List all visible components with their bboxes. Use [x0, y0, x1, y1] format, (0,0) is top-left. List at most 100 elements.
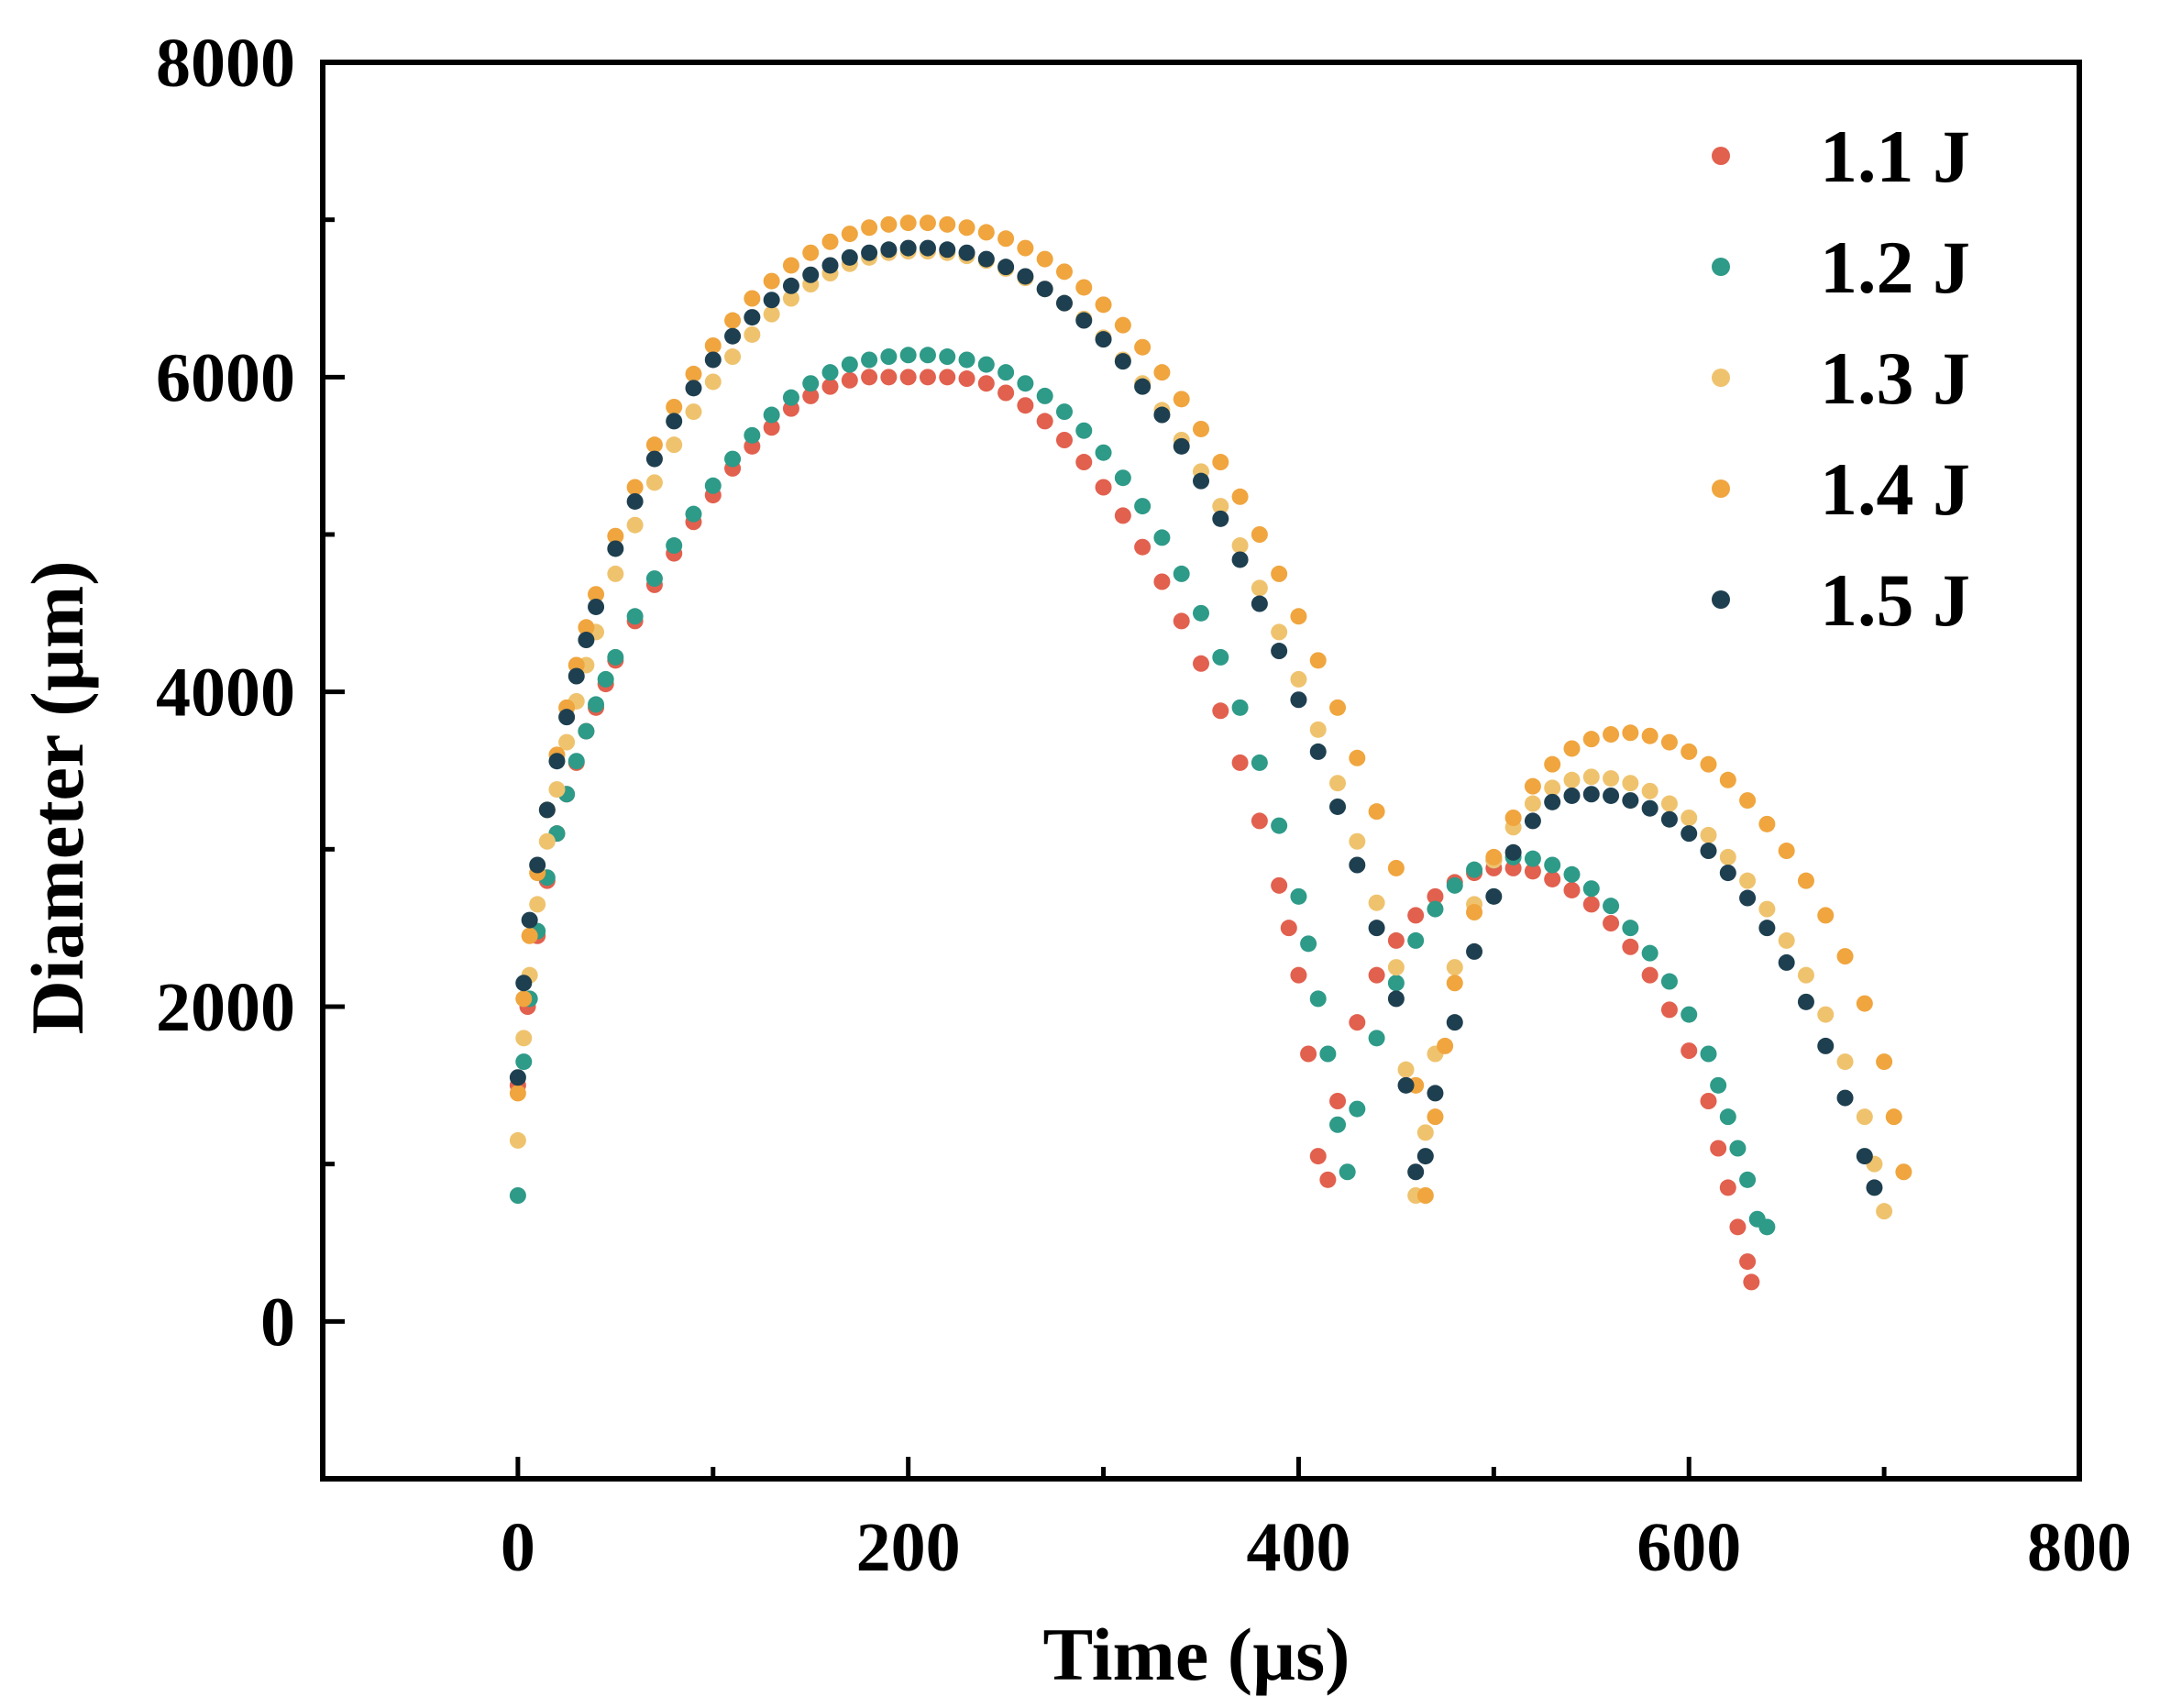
data-point — [1329, 798, 1347, 815]
data-point — [1231, 537, 1249, 555]
data-point — [841, 248, 858, 266]
data-point — [1114, 316, 1131, 334]
data-point — [515, 1053, 533, 1071]
data-point — [1524, 812, 1541, 830]
data-point — [939, 369, 956, 386]
data-point — [1641, 782, 1659, 799]
data-point — [841, 371, 858, 389]
data-point — [509, 1187, 526, 1204]
data-point — [1329, 775, 1347, 792]
data-point — [1758, 1218, 1776, 1236]
data-point — [1446, 876, 1463, 894]
data-point — [782, 277, 799, 294]
data-point — [1700, 1093, 1717, 1109]
data-point — [1212, 498, 1229, 515]
data-point — [958, 244, 975, 261]
data-point — [763, 305, 780, 323]
data-point — [558, 709, 576, 726]
data-point — [763, 406, 780, 424]
data-point — [1349, 749, 1366, 766]
data-point — [607, 540, 624, 557]
data-point — [841, 356, 858, 373]
data-point — [1603, 770, 1620, 788]
data-point — [1309, 1148, 1327, 1165]
data-point — [1095, 479, 1112, 496]
data-point — [588, 586, 605, 603]
data-point — [1582, 786, 1600, 803]
data-point — [763, 292, 780, 309]
legend-item: 1.4 J — [1712, 447, 1970, 531]
data-point — [1485, 848, 1503, 865]
data-point — [1309, 721, 1327, 738]
data-point — [1660, 1001, 1678, 1019]
data-point — [997, 230, 1015, 248]
data-point — [1036, 387, 1053, 404]
legend-item: 1.5 J — [1712, 558, 1970, 642]
data-point — [1251, 754, 1268, 771]
data-point — [515, 1030, 533, 1047]
data-point — [1231, 699, 1249, 716]
y-tick-label: 4000 — [156, 655, 295, 732]
data-point — [1193, 472, 1209, 490]
data-point — [685, 365, 702, 382]
legend-label: 1.1 J — [1820, 115, 1970, 198]
data-point — [861, 369, 878, 386]
series-5 — [509, 239, 1883, 1196]
data-point — [1504, 810, 1522, 826]
data-point — [1544, 755, 1561, 773]
data-point — [1700, 1045, 1717, 1063]
x-tick-label: 0 — [501, 1509, 535, 1586]
data-point — [1153, 529, 1171, 546]
data-point — [538, 832, 556, 850]
data-point — [588, 696, 605, 713]
data-point — [802, 387, 820, 404]
data-point — [1329, 1093, 1347, 1109]
data-point — [1582, 768, 1600, 786]
data-point — [1134, 338, 1152, 356]
data-point — [1817, 907, 1835, 924]
legend-marker — [1712, 590, 1730, 609]
y-tick-label: 2000 — [156, 969, 295, 1046]
data-point — [704, 477, 722, 494]
data-point — [529, 856, 546, 874]
legend-label: 1.5 J — [1820, 558, 1970, 642]
data-point — [997, 364, 1015, 381]
data-point — [1603, 787, 1620, 804]
data-point — [1017, 397, 1034, 414]
y-axis-title: Diameter (µm) — [16, 561, 99, 1035]
data-point — [626, 608, 644, 625]
data-point — [685, 505, 702, 523]
data-point — [821, 364, 839, 381]
data-point — [704, 337, 722, 354]
data-point — [977, 356, 995, 373]
data-point — [1055, 263, 1073, 281]
data-point — [1387, 959, 1405, 976]
data-point — [1075, 279, 1093, 296]
data-point — [1660, 795, 1678, 812]
data-point — [1836, 948, 1854, 965]
data-point — [919, 215, 936, 232]
data-point — [1739, 889, 1757, 907]
data-point — [1778, 953, 1795, 971]
data-point — [1387, 931, 1405, 949]
data-point — [958, 219, 975, 237]
data-point — [578, 632, 595, 649]
data-point — [1173, 391, 1190, 408]
data-point — [1349, 832, 1366, 850]
data-point — [1075, 422, 1093, 439]
data-point — [1153, 406, 1171, 424]
data-point — [1710, 1076, 1727, 1094]
data-point — [1290, 887, 1307, 905]
data-point — [1349, 856, 1366, 874]
data-point — [1212, 510, 1229, 527]
data-point — [1681, 743, 1698, 760]
data-point — [1212, 648, 1229, 666]
data-point — [1387, 990, 1405, 1008]
data-point — [724, 327, 742, 345]
data-point — [1407, 907, 1425, 924]
data-point — [666, 398, 683, 415]
data-point — [1817, 1037, 1835, 1054]
legend-marker — [1712, 147, 1730, 165]
data-point — [1836, 1053, 1854, 1071]
